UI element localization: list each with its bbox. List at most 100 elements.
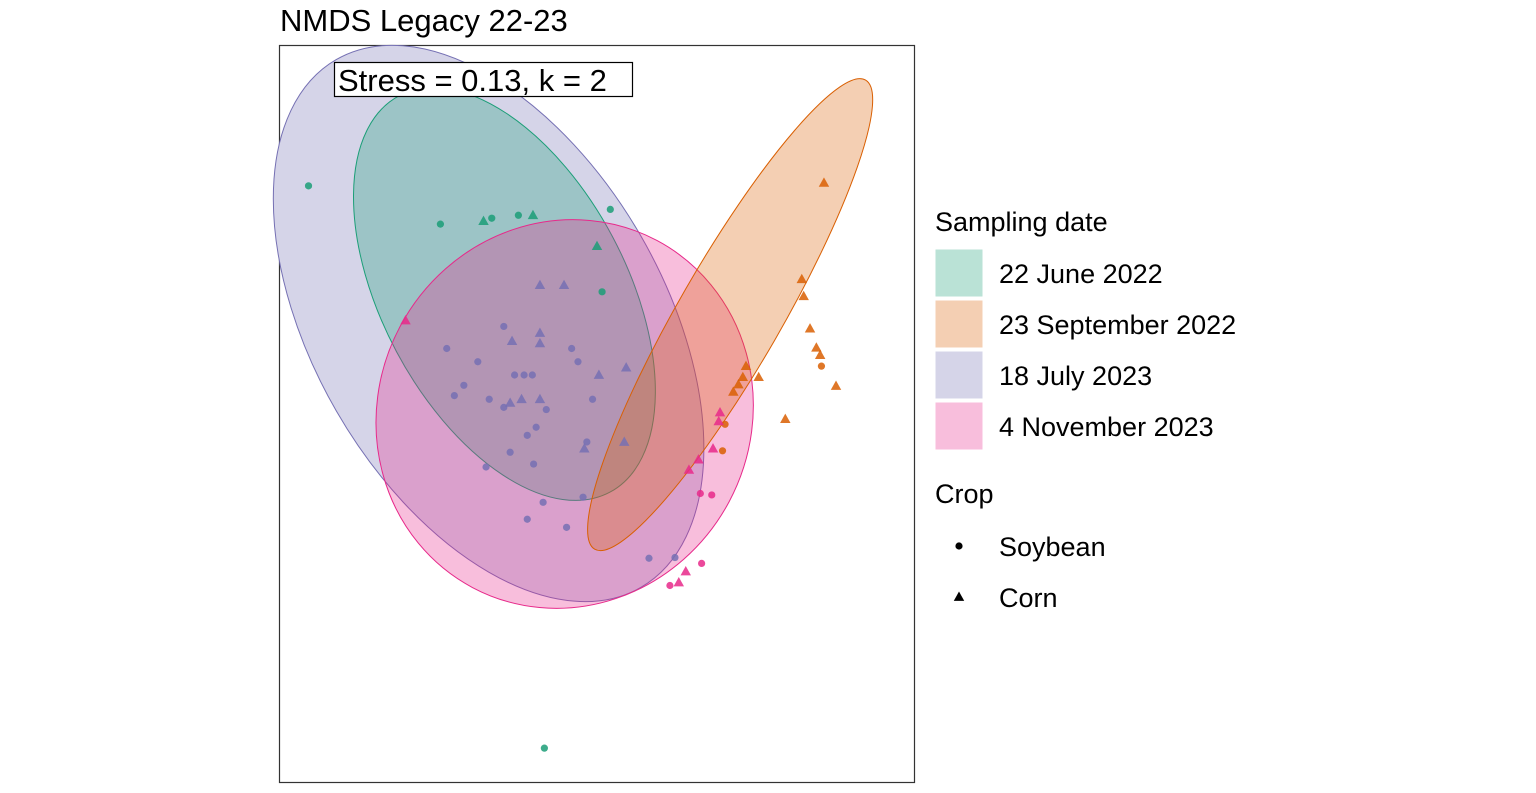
- point-18-july-2023-soybean-11: [542, 405, 550, 414]
- legend: Sampling date 22 June 2022 23 September 2…: [934, 207, 1236, 613]
- point-4-november-2023-soybean-8: [698, 559, 706, 568]
- point-18-july-2023-soybean-3: [520, 371, 528, 379]
- legend-crop-entries: Soybean Corn: [953, 532, 1106, 613]
- ellipse-18-july-2023: [272, 44, 705, 603]
- point-22-june-2022-soybean-1: [436, 220, 445, 228]
- point-4-november-2023-corn-3: [707, 443, 719, 453]
- legend-label-23-september-2022: 23 September 2022: [999, 310, 1236, 340]
- legend-swatch-22-june-2022: [934, 248, 984, 298]
- point-18-july-2023-soybean-23: [645, 554, 653, 562]
- stress-label: Stress = 0.13, k = 2: [338, 63, 607, 98]
- point-layer: [304, 177, 842, 752]
- ellipse-4-november-2023: [375, 219, 754, 609]
- point-18-july-2023-soybean-15: [583, 438, 591, 446]
- legend-swatch-4-november-2023: [934, 401, 984, 451]
- point-18-july-2023-corn-32: [516, 393, 527, 404]
- point-18-july-2023-corn-36: [534, 279, 546, 290]
- point-4-november-2023-corn-6: [680, 566, 691, 576]
- point-18-july-2023-corn-34: [579, 443, 590, 453]
- point-18-july-2023-soybean-6: [574, 358, 582, 366]
- point-23-september-2022-corn-8: [737, 371, 749, 382]
- point-22-june-2022-soybean-9: [540, 744, 548, 752]
- point-18-july-2023-soybean-18: [482, 463, 490, 471]
- point-22-june-2022-soybean-2: [488, 214, 496, 222]
- point-18-july-2023-corn-33: [534, 393, 546, 404]
- point-23-september-2022-corn-1: [796, 273, 808, 284]
- point-23-september-2022-corn-0: [818, 177, 830, 187]
- point-18-july-2023-soybean-20: [579, 493, 587, 501]
- point-18-july-2023-soybean-19: [539, 498, 547, 506]
- point-18-july-2023-soybean-21: [523, 515, 531, 523]
- point-4-november-2023-soybean-10: [666, 581, 674, 590]
- point-18-july-2023-corn-31: [504, 397, 516, 407]
- point-18-july-2023-corn-26: [534, 327, 546, 337]
- point-18-july-2023-corn-29: [593, 369, 605, 379]
- point-18-july-2023-corn-27: [506, 335, 518, 345]
- point-18-july-2023-soybean-24: [671, 553, 679, 562]
- point-4-november-2023-corn-1: [713, 415, 724, 426]
- point-23-september-2022-corn-3: [804, 323, 816, 333]
- point-4-november-2023-soybean-11: [708, 491, 716, 499]
- point-23-september-2022-corn-9: [753, 371, 764, 382]
- point-4-november-2023-corn-5: [683, 464, 695, 474]
- point-22-june-2022-corn-7: [591, 240, 603, 251]
- point-23-september-2022-corn-2: [798, 290, 809, 301]
- legend-label-4-november-2023: 4 November 2023: [999, 412, 1214, 442]
- point-4-november-2023-corn-0: [400, 315, 411, 325]
- point-18-july-2023-soybean-13: [532, 423, 540, 431]
- point-22-june-2022-corn-6: [527, 209, 539, 220]
- point-18-july-2023-soybean-16: [506, 448, 514, 456]
- point-18-july-2023-corn-35: [619, 436, 630, 446]
- point-18-july-2023-soybean-25: [500, 322, 508, 331]
- legend-title-crop: Crop: [935, 479, 994, 509]
- point-18-july-2023-corn-28: [534, 337, 546, 348]
- point-22-june-2022-soybean-3: [514, 211, 522, 219]
- legend-label-22-june-2022: 22 June 2022: [999, 259, 1163, 289]
- point-4-november-2023-corn-2: [714, 407, 726, 417]
- legend-label-corn: Corn: [999, 583, 1058, 613]
- legend-label-soybean: Soybean: [999, 532, 1106, 562]
- point-23-september-2022-corn-10: [733, 379, 744, 389]
- legend-key-soybean: [955, 542, 963, 550]
- legend-swatch-23-september-2022: [934, 299, 984, 349]
- legend-label-18-july-2023: 18 July 2023: [999, 361, 1152, 391]
- point-18-july-2023-soybean-9: [485, 395, 493, 403]
- point-23-september-2022-corn-11: [728, 386, 739, 396]
- ellipse-23-september-2022: [587, 78, 874, 552]
- point-23-september-2022-corn-7: [740, 360, 752, 371]
- plot-panel: Stress = 0.13, k = 2: [272, 44, 916, 784]
- point-22-june-2022-soybean-0: [304, 182, 313, 190]
- point-18-july-2023-soybean-1: [474, 358, 482, 366]
- point-18-july-2023-corn-37: [558, 279, 570, 290]
- point-18-july-2023-soybean-22: [562, 523, 571, 531]
- point-23-september-2022-corn-4: [811, 342, 822, 352]
- chart-title: NMDS Legacy 22-23: [280, 3, 568, 38]
- stress-box: [333, 61, 634, 98]
- point-18-july-2023-corn-30: [620, 362, 632, 372]
- point-22-june-2022-soybean-8: [598, 288, 606, 296]
- point-18-july-2023-soybean-17: [530, 460, 538, 468]
- point-18-july-2023-soybean-10: [500, 403, 508, 411]
- point-18-july-2023-soybean-5: [568, 344, 576, 353]
- ellipse-layer: [272, 44, 874, 609]
- point-23-september-2022-corn-6: [830, 380, 842, 390]
- legend-key-corn: [953, 591, 965, 601]
- point-23-september-2022-corn-12: [780, 413, 791, 424]
- point-23-september-2022-soybean-13: [817, 362, 826, 370]
- point-18-july-2023-soybean-12: [588, 395, 597, 403]
- point-23-september-2022-soybean-14: [721, 420, 729, 428]
- legend-title-sampling-date: Sampling date: [935, 207, 1108, 237]
- point-18-july-2023-soybean-4: [528, 371, 536, 379]
- point-18-july-2023-soybean-14: [523, 431, 531, 439]
- legend-sampling-date-entries: 22 June 2022 23 September 2022 18 July 202…: [934, 248, 1236, 451]
- point-18-july-2023-soybean-2: [510, 371, 519, 379]
- point-4-november-2023-corn-4: [693, 454, 704, 464]
- point-23-september-2022-soybean-15: [718, 447, 727, 455]
- point-23-september-2022-corn-5: [814, 349, 826, 359]
- point-4-november-2023-soybean-9: [696, 489, 704, 498]
- legend-swatch-18-july-2023: [934, 350, 984, 400]
- point-18-july-2023-soybean-0: [443, 344, 451, 353]
- point-18-july-2023-soybean-8: [450, 392, 458, 400]
- point-18-july-2023-soybean-7: [460, 381, 468, 389]
